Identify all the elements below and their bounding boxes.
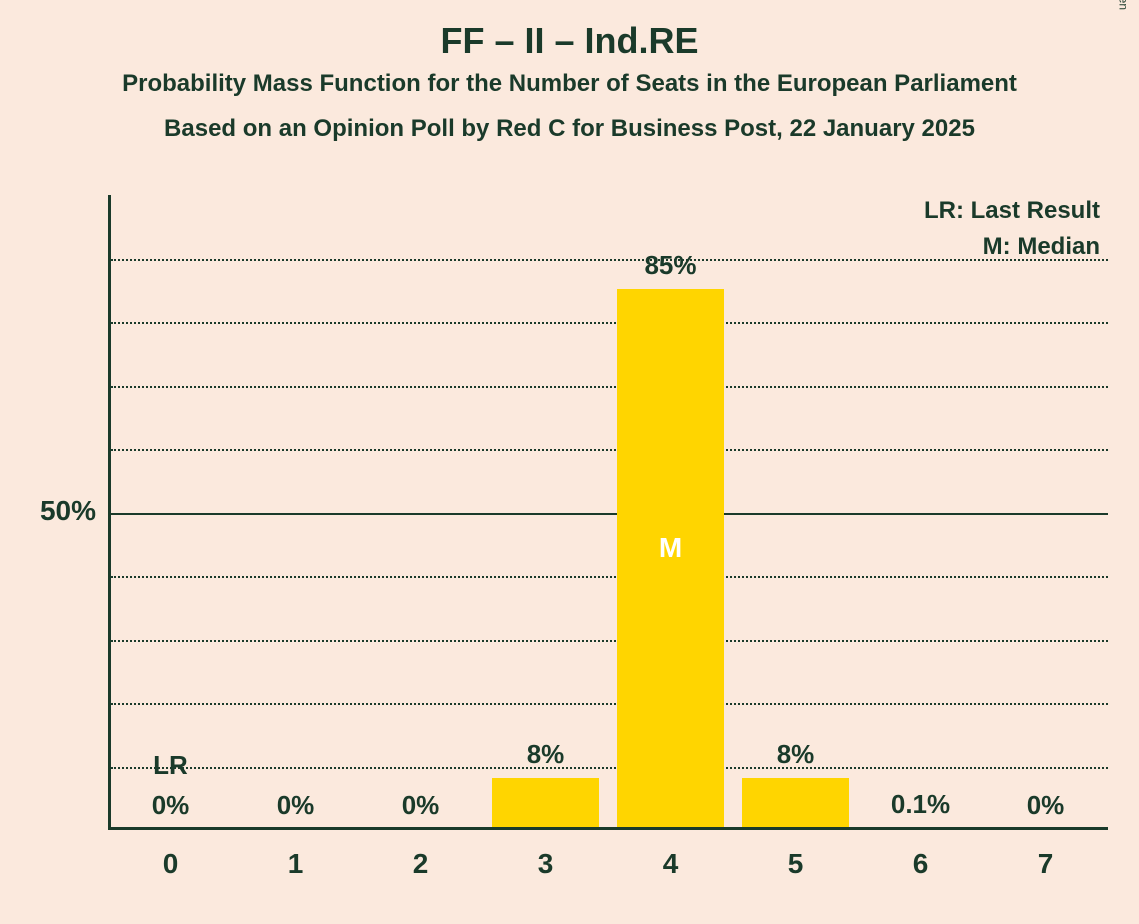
bar-value-label: 8% — [483, 739, 608, 770]
bar-value-label: 85% — [608, 250, 733, 281]
bar-value-label: 0% — [233, 790, 358, 821]
last-result-marker: LR — [108, 750, 233, 781]
bar — [492, 778, 598, 827]
gridline — [111, 513, 1108, 515]
copyright-text: © 2025 Filip van Lanen — [1117, 0, 1131, 10]
bar — [742, 778, 848, 827]
gridline — [111, 449, 1108, 451]
y-tick-label: 50% — [18, 495, 96, 527]
gridline — [111, 576, 1108, 578]
x-axis — [108, 827, 1108, 830]
plot-area: 0%LR0%0%8%85%M8%0.1%0%LR: Last ResultM: … — [108, 195, 1108, 830]
bar-value-label: 0.1% — [858, 789, 983, 820]
bar-value-label: 0% — [108, 790, 233, 821]
median-marker: M — [608, 532, 733, 564]
gridline — [111, 640, 1108, 642]
chart-subtitle-2: Based on an Opinion Poll by Red C for Bu… — [0, 115, 1139, 143]
legend-median: M: Median — [983, 233, 1100, 261]
legend-last-result: LR: Last Result — [924, 197, 1100, 225]
bar-value-label: 0% — [358, 790, 483, 821]
x-tick-label: 1 — [233, 848, 358, 880]
gridline — [111, 703, 1108, 705]
gridline — [111, 386, 1108, 388]
x-tick-label: 3 — [483, 848, 608, 880]
bar-value-label: 8% — [733, 739, 858, 770]
bar-value-label: 0% — [983, 790, 1108, 821]
x-tick-label: 6 — [858, 848, 983, 880]
chart-subtitle-1: Probability Mass Function for the Number… — [0, 70, 1139, 98]
chart-title: FF – II – Ind.RE — [0, 20, 1139, 62]
x-tick-label: 0 — [108, 848, 233, 880]
gridline — [111, 322, 1108, 324]
x-tick-label: 2 — [358, 848, 483, 880]
x-tick-label: 4 — [608, 848, 733, 880]
x-tick-label: 7 — [983, 848, 1108, 880]
gridline — [111, 767, 1108, 769]
x-tick-label: 5 — [733, 848, 858, 880]
